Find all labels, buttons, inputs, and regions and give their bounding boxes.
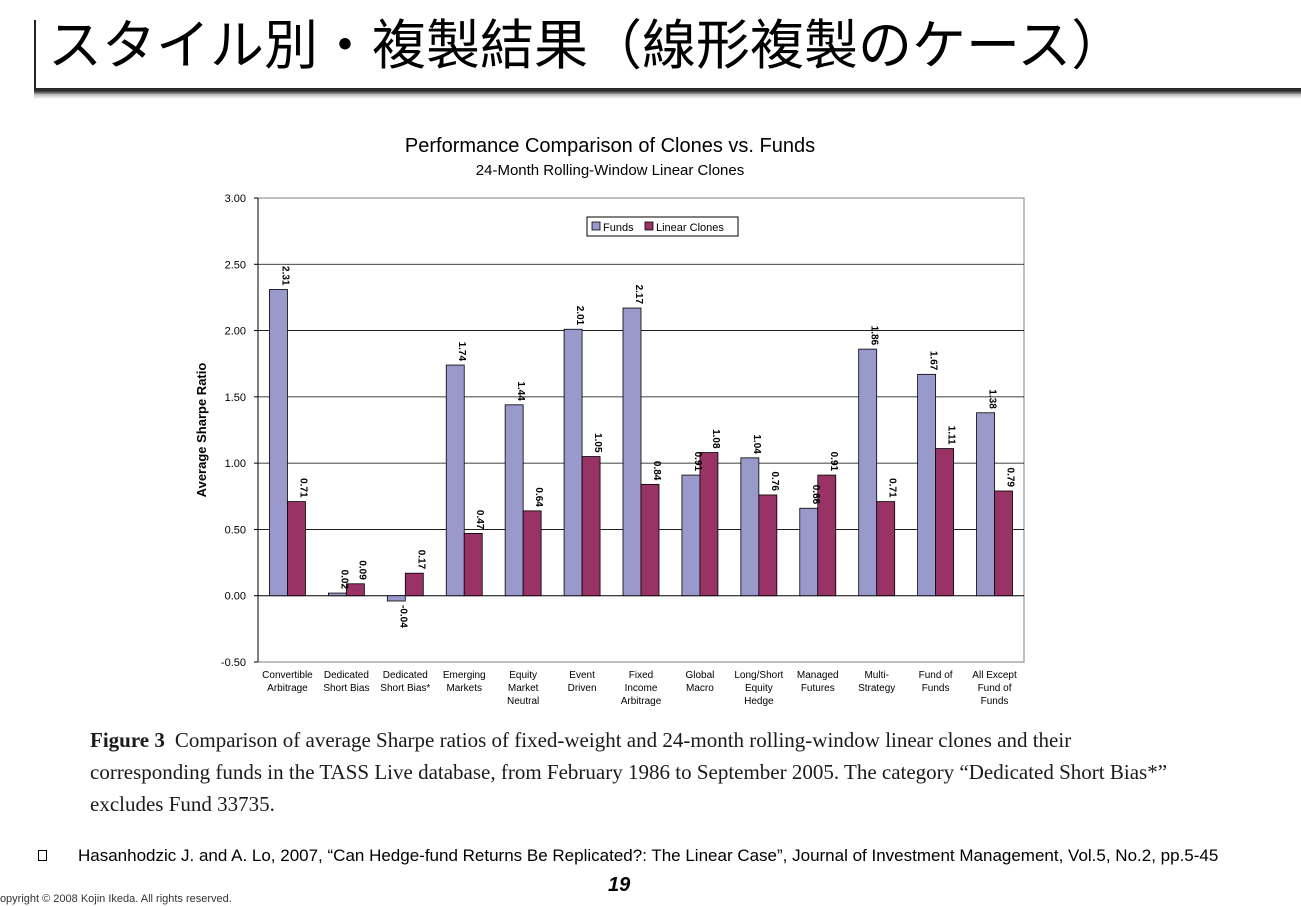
data-label: 0.66 <box>810 485 821 505</box>
category-label: All Except Fund of Funds <box>972 670 1017 707</box>
y-tick-label: 2.00 <box>225 326 246 338</box>
bar-linear-clones <box>817 474 837 597</box>
category-label: Dedicated Short Bias* <box>380 670 430 694</box>
page-number: 19 <box>608 874 631 896</box>
chart-subtitle: 24-Month Rolling-Window Linear Clones <box>476 162 744 179</box>
y-axis: 3.00 2.50 2.00 1.50 1.00 0.50 0.00 -0.50 <box>221 193 259 669</box>
category-label: Long/Short Equity Hedge <box>734 670 783 707</box>
legend-label-funds: Funds <box>603 222 634 234</box>
y-tick-label: -0.50 <box>221 657 246 669</box>
data-label: 1.44 <box>515 381 526 401</box>
bar-funds <box>445 364 465 597</box>
bar-funds <box>858 348 878 597</box>
bar-linear-clones <box>758 494 778 597</box>
data-label: 1.04 <box>751 434 762 454</box>
bar-funds <box>976 412 995 597</box>
data-label: 1.05 <box>592 433 603 453</box>
bars <box>269 289 1013 602</box>
bar-linear-clones <box>345 583 365 597</box>
data-label: 0.47 <box>474 510 485 530</box>
bar-linear-clones <box>522 510 542 597</box>
y-tick-label: 1.50 <box>225 392 246 404</box>
legend-swatch-linear-clones <box>644 221 654 231</box>
category-label: Event Driven <box>568 670 597 694</box>
data-label: 1.11 <box>946 426 957 445</box>
data-labels: 2.31 0.71 0.02 0.09 -0.04 0.17 1.74 0.47 1.44 0.6… <box>279 266 1015 628</box>
category-label: Fixed Income Arbitrage <box>621 670 662 707</box>
y-tick-label: 1.00 <box>225 458 246 470</box>
bar-funds <box>269 289 288 597</box>
copyright-notice: Copyright © 2008 Kojin Ikeda. All rights… <box>0 893 232 905</box>
data-label: 0.76 <box>769 471 780 491</box>
data-label: 0.71 <box>297 478 308 498</box>
data-label: 1.74 <box>456 342 467 362</box>
figure-label: Figure 3 <box>90 728 165 752</box>
bar-funds <box>504 404 524 597</box>
bar-linear-clones <box>463 533 483 597</box>
bar-funds <box>386 595 406 602</box>
legend-label-linear-clones: Linear Clones <box>656 222 724 234</box>
y-tick-label: 2.50 <box>225 259 246 271</box>
category-label: Emerging Markets <box>443 670 486 694</box>
bar-linear-clones <box>581 456 601 597</box>
category-label: Multi-Strategy <box>858 670 895 694</box>
data-label: 1.08 <box>710 429 721 449</box>
data-label: 0.71 <box>887 478 898 498</box>
data-label: 0.02 <box>338 570 349 590</box>
bar-funds <box>740 457 760 597</box>
data-label: 2.17 <box>633 285 644 305</box>
title-underline-shadow <box>34 94 1301 99</box>
title-left-bar <box>34 20 36 98</box>
figure-caption: Figure 3 Comparison of average Sharpe rat… <box>90 724 1170 820</box>
data-label: 2.01 <box>574 306 585 326</box>
category-label: Global Macro <box>685 670 714 694</box>
chart-title: Performance Comparison of Clones vs. Fun… <box>405 135 815 157</box>
y-tick-label: 0.00 <box>225 591 246 603</box>
data-label: 1.67 <box>928 351 939 371</box>
data-label: 0.84 <box>651 461 662 481</box>
title-underline <box>34 88 1301 94</box>
category-label: Managed Futures <box>797 670 839 694</box>
data-label: -0.04 <box>397 605 408 628</box>
bar-funds <box>917 373 937 597</box>
data-label: 0.09 <box>356 560 367 580</box>
bar-linear-clones <box>640 483 660 597</box>
legend-swatch-funds <box>591 221 601 231</box>
data-label: 0.64 <box>533 487 544 507</box>
legend-box <box>586 216 739 237</box>
data-label: 1.38 <box>987 389 998 409</box>
x-axis-categories: Convertible Arbitrage Dedicated Short Bias D… <box>262 670 1017 707</box>
bar-funds <box>799 507 819 597</box>
bar-funds <box>622 307 642 597</box>
category-label: Dedicated Short Bias <box>323 670 369 694</box>
data-label: 2.31 <box>279 266 290 286</box>
category-label: Equity Market Neutral <box>507 670 539 707</box>
data-label: 0.17 <box>415 550 426 570</box>
category-label: Fund of Funds <box>919 670 953 694</box>
bar-funds <box>681 474 701 597</box>
data-label: 1.86 <box>869 326 880 346</box>
y-tick-label: 0.50 <box>225 524 246 536</box>
data-label: 0.91 <box>692 452 703 472</box>
bullet-square-icon <box>38 850 47 861</box>
data-label: 0.79 <box>1005 468 1016 488</box>
bar-linear-clones <box>287 501 306 597</box>
bar-linear-clones <box>994 490 1013 597</box>
bar-linear-clones <box>404 572 424 597</box>
bar-linear-clones <box>935 448 955 597</box>
category-label: Convertible Arbitrage <box>262 670 313 694</box>
reference-citation: Hasanhodzic J. and A. Lo, 2007, “Can Hed… <box>78 846 1219 865</box>
bar-linear-clones <box>699 452 719 597</box>
y-axis-label: Average Sharpe Ratio <box>194 363 209 498</box>
slide-title: スタイル別・複製結果（線形複製のケース） <box>48 14 1126 77</box>
bar-funds <box>327 592 347 597</box>
y-tick-label: 3.00 <box>225 193 246 205</box>
bar-linear-clones <box>876 501 896 597</box>
data-label: 0.91 <box>828 452 839 472</box>
bar-funds <box>563 328 583 597</box>
legend: Funds Linear Clones <box>586 216 739 237</box>
figure-caption-text: Comparison of average Sharpe ratios of f… <box>90 728 1168 816</box>
